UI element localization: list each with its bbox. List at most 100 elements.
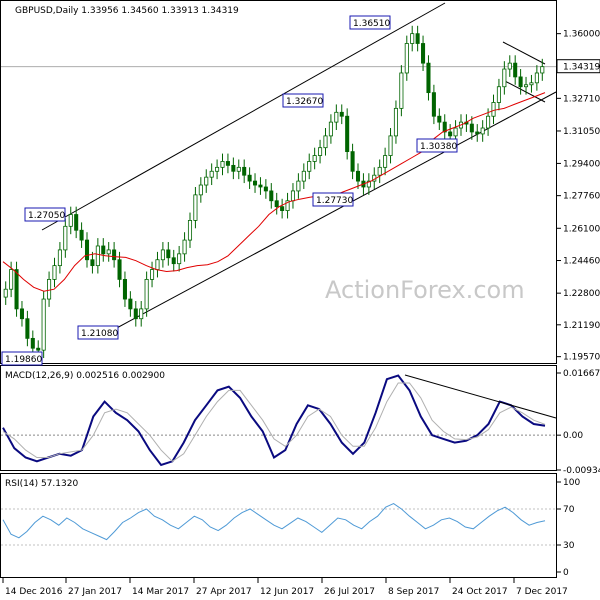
candle-body xyxy=(225,161,230,166)
candle-body xyxy=(290,190,295,202)
rsi-layer xyxy=(1,503,556,546)
macd-panel-frame xyxy=(0,365,557,471)
price-axis-label: 1.29400 xyxy=(563,159,600,169)
candle-body xyxy=(52,265,57,280)
candle-body xyxy=(36,347,41,351)
candle-body xyxy=(334,111,339,123)
rsi-axis-label: 100 xyxy=(563,478,580,488)
price-annotation-box xyxy=(24,207,66,222)
rsi-axis-label: 0 xyxy=(563,568,569,578)
macd-axis-label: 0.016672 xyxy=(563,369,600,379)
macd-signal-line xyxy=(2,382,546,462)
candle-body xyxy=(323,135,328,149)
candle-body xyxy=(350,151,355,172)
candle-body xyxy=(421,43,426,64)
candle-body xyxy=(63,225,68,251)
candle-body xyxy=(366,180,371,188)
macd-axis-label: -0.009345 xyxy=(563,466,600,476)
rsi-axis-label: 70 xyxy=(563,505,575,515)
price-annotation-label: 1.27730 xyxy=(316,196,353,206)
price-axis-label: 1.34319 xyxy=(563,63,600,73)
candle-body xyxy=(312,155,317,162)
candle-body xyxy=(383,155,388,168)
candle-body xyxy=(307,161,312,172)
x-axis-label: 12 Jun 2017 xyxy=(260,587,314,597)
candle-body xyxy=(301,170,306,182)
candle-body xyxy=(388,135,393,156)
candle-body xyxy=(177,253,182,265)
rsi-header: RSI(14) 57.1320 xyxy=(5,479,78,489)
last-price-box xyxy=(556,59,600,74)
candle-body xyxy=(328,121,333,137)
candle-body xyxy=(117,259,122,280)
candle-body xyxy=(19,308,24,320)
candle-body xyxy=(480,127,485,135)
candle-body xyxy=(280,206,285,211)
candle-body xyxy=(57,249,62,267)
candle-body xyxy=(128,298,133,310)
macd-line xyxy=(2,374,546,467)
x-axis-label: 24 Oct 2017 xyxy=(452,587,508,597)
candle-body xyxy=(182,239,187,255)
price-axis-label: 1.32710 xyxy=(563,94,600,104)
candle-body xyxy=(166,249,171,259)
candle-body xyxy=(193,194,198,221)
candle-body xyxy=(410,33,415,44)
candle-body xyxy=(475,131,480,135)
price-annotation-label: 1.32670 xyxy=(286,97,323,107)
price-annotation-box xyxy=(416,138,458,153)
price-axis-label: 1.21190 xyxy=(563,321,600,331)
price-axis-label: 1.36000 xyxy=(563,30,600,40)
candle-body xyxy=(41,298,46,351)
price-annotation-label: 1.21080 xyxy=(81,329,118,339)
candle-body xyxy=(355,170,361,182)
x-axis-label: 26 Jul 2017 xyxy=(324,587,375,597)
price-annotation-box xyxy=(1,351,43,366)
price-layer: 1.19860 1.27050 1.21080 1.32670 1.27730 1.365… xyxy=(1,2,557,366)
candle-body xyxy=(215,166,220,172)
candle-body xyxy=(68,214,73,227)
candle-body xyxy=(318,147,323,156)
candle-body xyxy=(25,318,30,339)
candle-body xyxy=(106,249,111,255)
candle-body xyxy=(84,239,90,261)
wedge-lower-line xyxy=(502,79,546,103)
candle-body xyxy=(139,308,144,320)
candle-body xyxy=(269,190,274,202)
price-annotation-label: 1.19860 xyxy=(5,355,42,365)
candle-body xyxy=(529,82,534,86)
rsi-line xyxy=(2,503,546,541)
candle-body xyxy=(339,111,344,117)
candle-body xyxy=(274,200,279,208)
candle-body xyxy=(518,76,523,88)
candle-body xyxy=(496,86,501,103)
candle-body xyxy=(507,62,512,70)
macd-layer xyxy=(1,374,557,467)
candle-body xyxy=(236,166,241,172)
price-axis-label: 1.31050 xyxy=(563,127,600,137)
candle-body xyxy=(453,127,458,137)
candle-body xyxy=(285,200,290,211)
rsi-axis-label: 30 xyxy=(563,541,575,551)
price-axis-label: 1.26100 xyxy=(563,224,600,234)
x-axis-label: 7 Dec 2017 xyxy=(516,587,568,597)
candle-body xyxy=(448,131,453,137)
price-annotation-label: 1.27050 xyxy=(28,211,65,221)
candle-body xyxy=(263,186,268,192)
candle-body xyxy=(491,102,496,117)
candle-body xyxy=(90,259,95,267)
price-axis-label: 1.27760 xyxy=(563,192,600,202)
candle-body xyxy=(540,66,545,74)
candle-body xyxy=(437,115,442,123)
candle-body xyxy=(399,72,404,109)
candle-body xyxy=(442,121,447,133)
x-axis-label: 27 Apr 2017 xyxy=(196,587,252,597)
candle-body xyxy=(415,33,420,44)
candle-body xyxy=(3,288,8,298)
candle-body xyxy=(171,257,176,265)
macd-trendline xyxy=(404,374,557,419)
x-axis-label: 8 Sep 2017 xyxy=(388,587,439,597)
candle-body xyxy=(204,176,209,186)
candle-body xyxy=(150,269,155,280)
